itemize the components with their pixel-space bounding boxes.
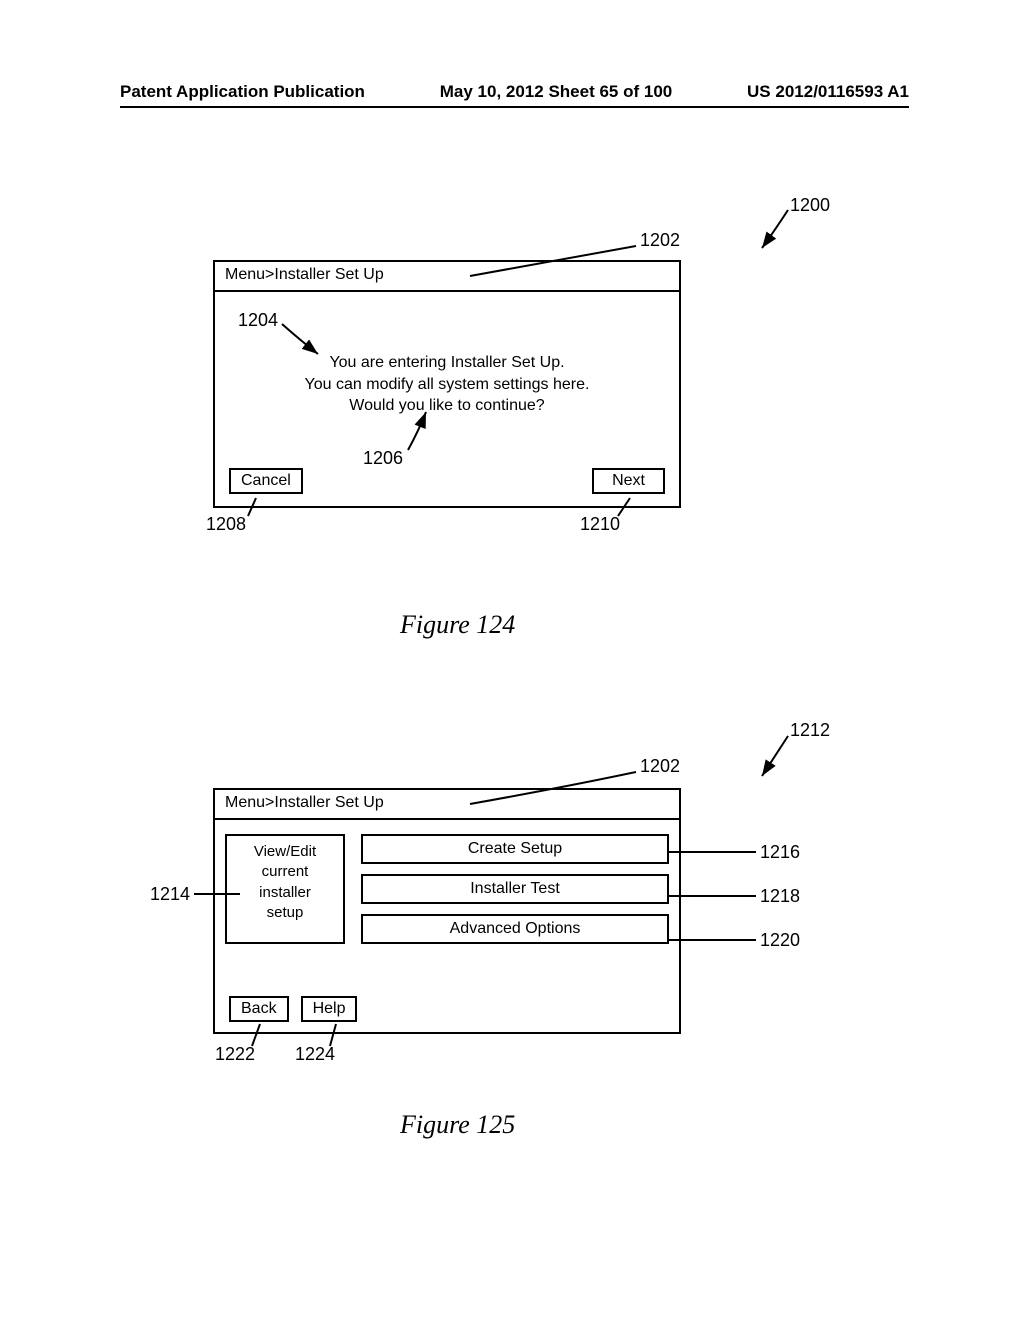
ref-1210: 1210 <box>580 514 620 535</box>
page-header: Patent Application Publication May 10, 2… <box>120 82 909 102</box>
msg-line-2: You can modify all system settings here. <box>215 374 679 396</box>
ref-1216: 1216 <box>760 842 800 863</box>
view-edit-label: View/Editcurrentinstallersetup <box>254 843 316 921</box>
ref-1220: 1220 <box>760 930 800 951</box>
create-setup-button[interactable]: Create Setup <box>361 834 669 864</box>
header-center: May 10, 2012 Sheet 65 of 100 <box>440 82 672 102</box>
ref-1204: 1204 <box>238 310 278 331</box>
installer-test-button[interactable]: Installer Test <box>361 874 669 904</box>
header-right: US 2012/0116593 A1 <box>747 82 909 102</box>
confirm-message: You are entering Installer Set Up. You c… <box>215 352 679 417</box>
advanced-options-button[interactable]: Advanced Options <box>361 914 669 944</box>
ref-1200: 1200 <box>790 195 830 216</box>
ref-1222: 1222 <box>215 1044 255 1065</box>
figure-caption-124: Figure 124 <box>400 610 515 640</box>
cancel-button[interactable]: Cancel <box>229 468 303 494</box>
header-left: Patent Application Publication <box>120 82 365 102</box>
ref-1202: 1202 <box>640 230 680 251</box>
next-button[interactable]: Next <box>592 468 665 494</box>
view-edit-box[interactable]: View/Editcurrentinstallersetup <box>225 834 345 944</box>
figure-caption-125: Figure 125 <box>400 1110 515 1140</box>
screen-installer-menu: Menu>Installer Set Up View/Editcurrentin… <box>213 788 681 1034</box>
ref-1218: 1218 <box>760 886 800 907</box>
breadcrumb: Menu>Installer Set Up <box>215 262 679 292</box>
ref-1212: 1212 <box>790 720 830 741</box>
ref-1206: 1206 <box>363 448 403 469</box>
help-button[interactable]: Help <box>301 996 358 1022</box>
header-divider <box>120 106 909 108</box>
back-button[interactable]: Back <box>229 996 289 1022</box>
ref-1224: 1224 <box>295 1044 335 1065</box>
msg-line-3: Would you like to continue? <box>215 395 679 417</box>
ref-1202b: 1202 <box>640 756 680 777</box>
breadcrumb: Menu>Installer Set Up <box>215 790 679 820</box>
screen-installer-confirm: Menu>Installer Set Up You are entering I… <box>213 260 681 508</box>
msg-line-1: You are entering Installer Set Up. <box>215 352 679 374</box>
ref-1208: 1208 <box>206 514 246 535</box>
ref-1214: 1214 <box>150 884 190 905</box>
